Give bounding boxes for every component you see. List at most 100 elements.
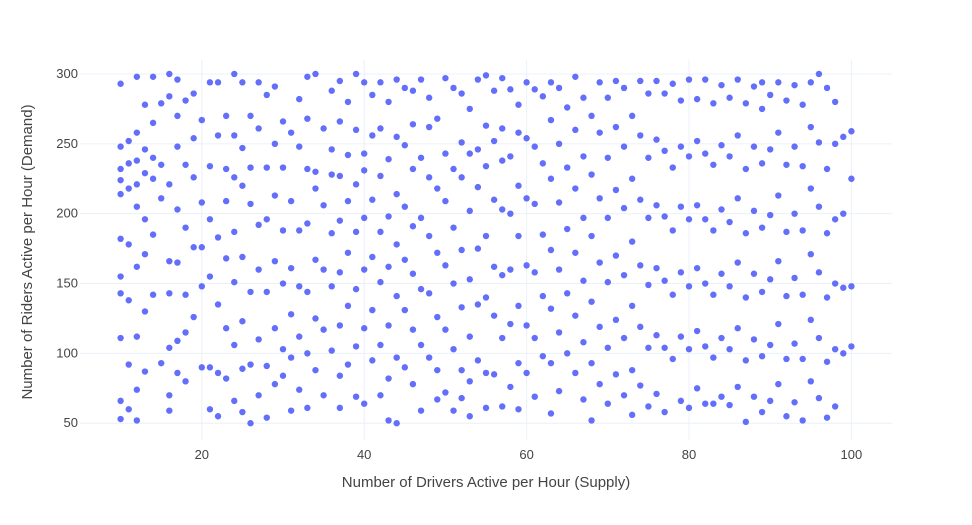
data-point <box>247 361 254 368</box>
data-point <box>702 216 709 223</box>
data-point <box>239 318 246 325</box>
data-point <box>385 98 392 106</box>
data-point <box>198 364 205 371</box>
data-point <box>352 393 360 400</box>
data-point <box>214 79 222 86</box>
data-point <box>637 132 644 139</box>
data-point <box>255 392 262 399</box>
data-point <box>750 336 758 343</box>
data-point <box>734 259 741 266</box>
data-point <box>231 70 238 78</box>
data-point <box>628 175 636 182</box>
data-point <box>499 74 506 82</box>
data-point <box>287 407 295 414</box>
data-point <box>742 357 750 364</box>
data-point <box>239 144 246 152</box>
data-point <box>775 320 782 328</box>
data-point <box>231 278 238 286</box>
data-point <box>799 291 806 298</box>
data-point <box>344 302 352 310</box>
data-point <box>239 408 246 416</box>
data-point <box>523 195 530 202</box>
data-point <box>807 79 814 86</box>
data-point <box>279 280 287 287</box>
data-point <box>596 79 603 86</box>
y-tick-label: 200 <box>56 206 78 221</box>
data-point <box>296 95 303 103</box>
data-point <box>352 343 360 350</box>
data-point <box>604 214 611 222</box>
data-point <box>336 77 344 85</box>
data-point <box>531 86 538 93</box>
data-point <box>117 80 124 87</box>
data-point <box>312 168 319 175</box>
data-point <box>239 365 246 372</box>
data-point <box>588 359 595 367</box>
data-point <box>823 165 831 173</box>
data-point <box>417 341 425 349</box>
data-point <box>555 199 563 206</box>
data-point <box>783 355 790 363</box>
data-point <box>125 297 132 304</box>
y-tick-label: 50 <box>64 415 78 430</box>
x-axis-ticks: 20 40 60 80 100 <box>195 447 863 462</box>
data-point <box>174 143 181 150</box>
data-point <box>734 132 741 139</box>
data-point <box>458 139 465 146</box>
data-point <box>328 347 335 354</box>
data-point <box>669 355 676 363</box>
data-point <box>255 79 262 86</box>
data-point <box>791 399 798 406</box>
data-point <box>685 216 693 223</box>
data-point <box>222 112 230 120</box>
data-point <box>580 396 587 403</box>
data-point <box>328 171 335 178</box>
data-point <box>222 255 230 262</box>
data-point <box>726 218 733 226</box>
data-point <box>466 105 473 113</box>
data-point <box>831 140 839 148</box>
data-point <box>117 397 124 405</box>
data-point <box>645 90 652 97</box>
data-point <box>653 332 660 339</box>
data-point <box>296 283 303 290</box>
data-point <box>564 225 571 233</box>
data-point <box>499 206 506 213</box>
data-point <box>206 364 214 371</box>
x-tick-label: 100 <box>841 447 863 462</box>
data-point <box>434 396 441 403</box>
data-point <box>141 368 149 375</box>
data-point <box>742 165 750 173</box>
data-point <box>612 316 620 324</box>
data-point <box>823 84 831 92</box>
data-point <box>336 118 344 125</box>
data-point <box>539 93 547 100</box>
data-point <box>523 322 530 329</box>
data-point <box>239 253 246 261</box>
data-point <box>758 408 766 416</box>
data-point <box>328 87 335 94</box>
data-point <box>815 70 823 78</box>
data-point <box>815 269 823 276</box>
data-point <box>580 277 587 284</box>
data-point <box>336 269 344 276</box>
data-point <box>637 323 644 331</box>
data-point <box>222 197 230 205</box>
data-point <box>401 306 408 314</box>
data-point <box>734 325 741 332</box>
data-point <box>401 142 408 149</box>
data-point <box>149 231 157 238</box>
data-point <box>304 73 311 80</box>
data-point <box>361 167 368 174</box>
data-point <box>653 77 660 85</box>
data-point <box>198 199 205 206</box>
data-point <box>848 343 855 350</box>
data-point <box>222 165 230 173</box>
data-point <box>352 70 360 78</box>
data-point <box>604 94 611 101</box>
data-point <box>767 276 774 283</box>
data-point <box>247 420 254 427</box>
data-point <box>588 112 595 120</box>
data-point <box>287 264 295 272</box>
data-point <box>206 406 214 413</box>
